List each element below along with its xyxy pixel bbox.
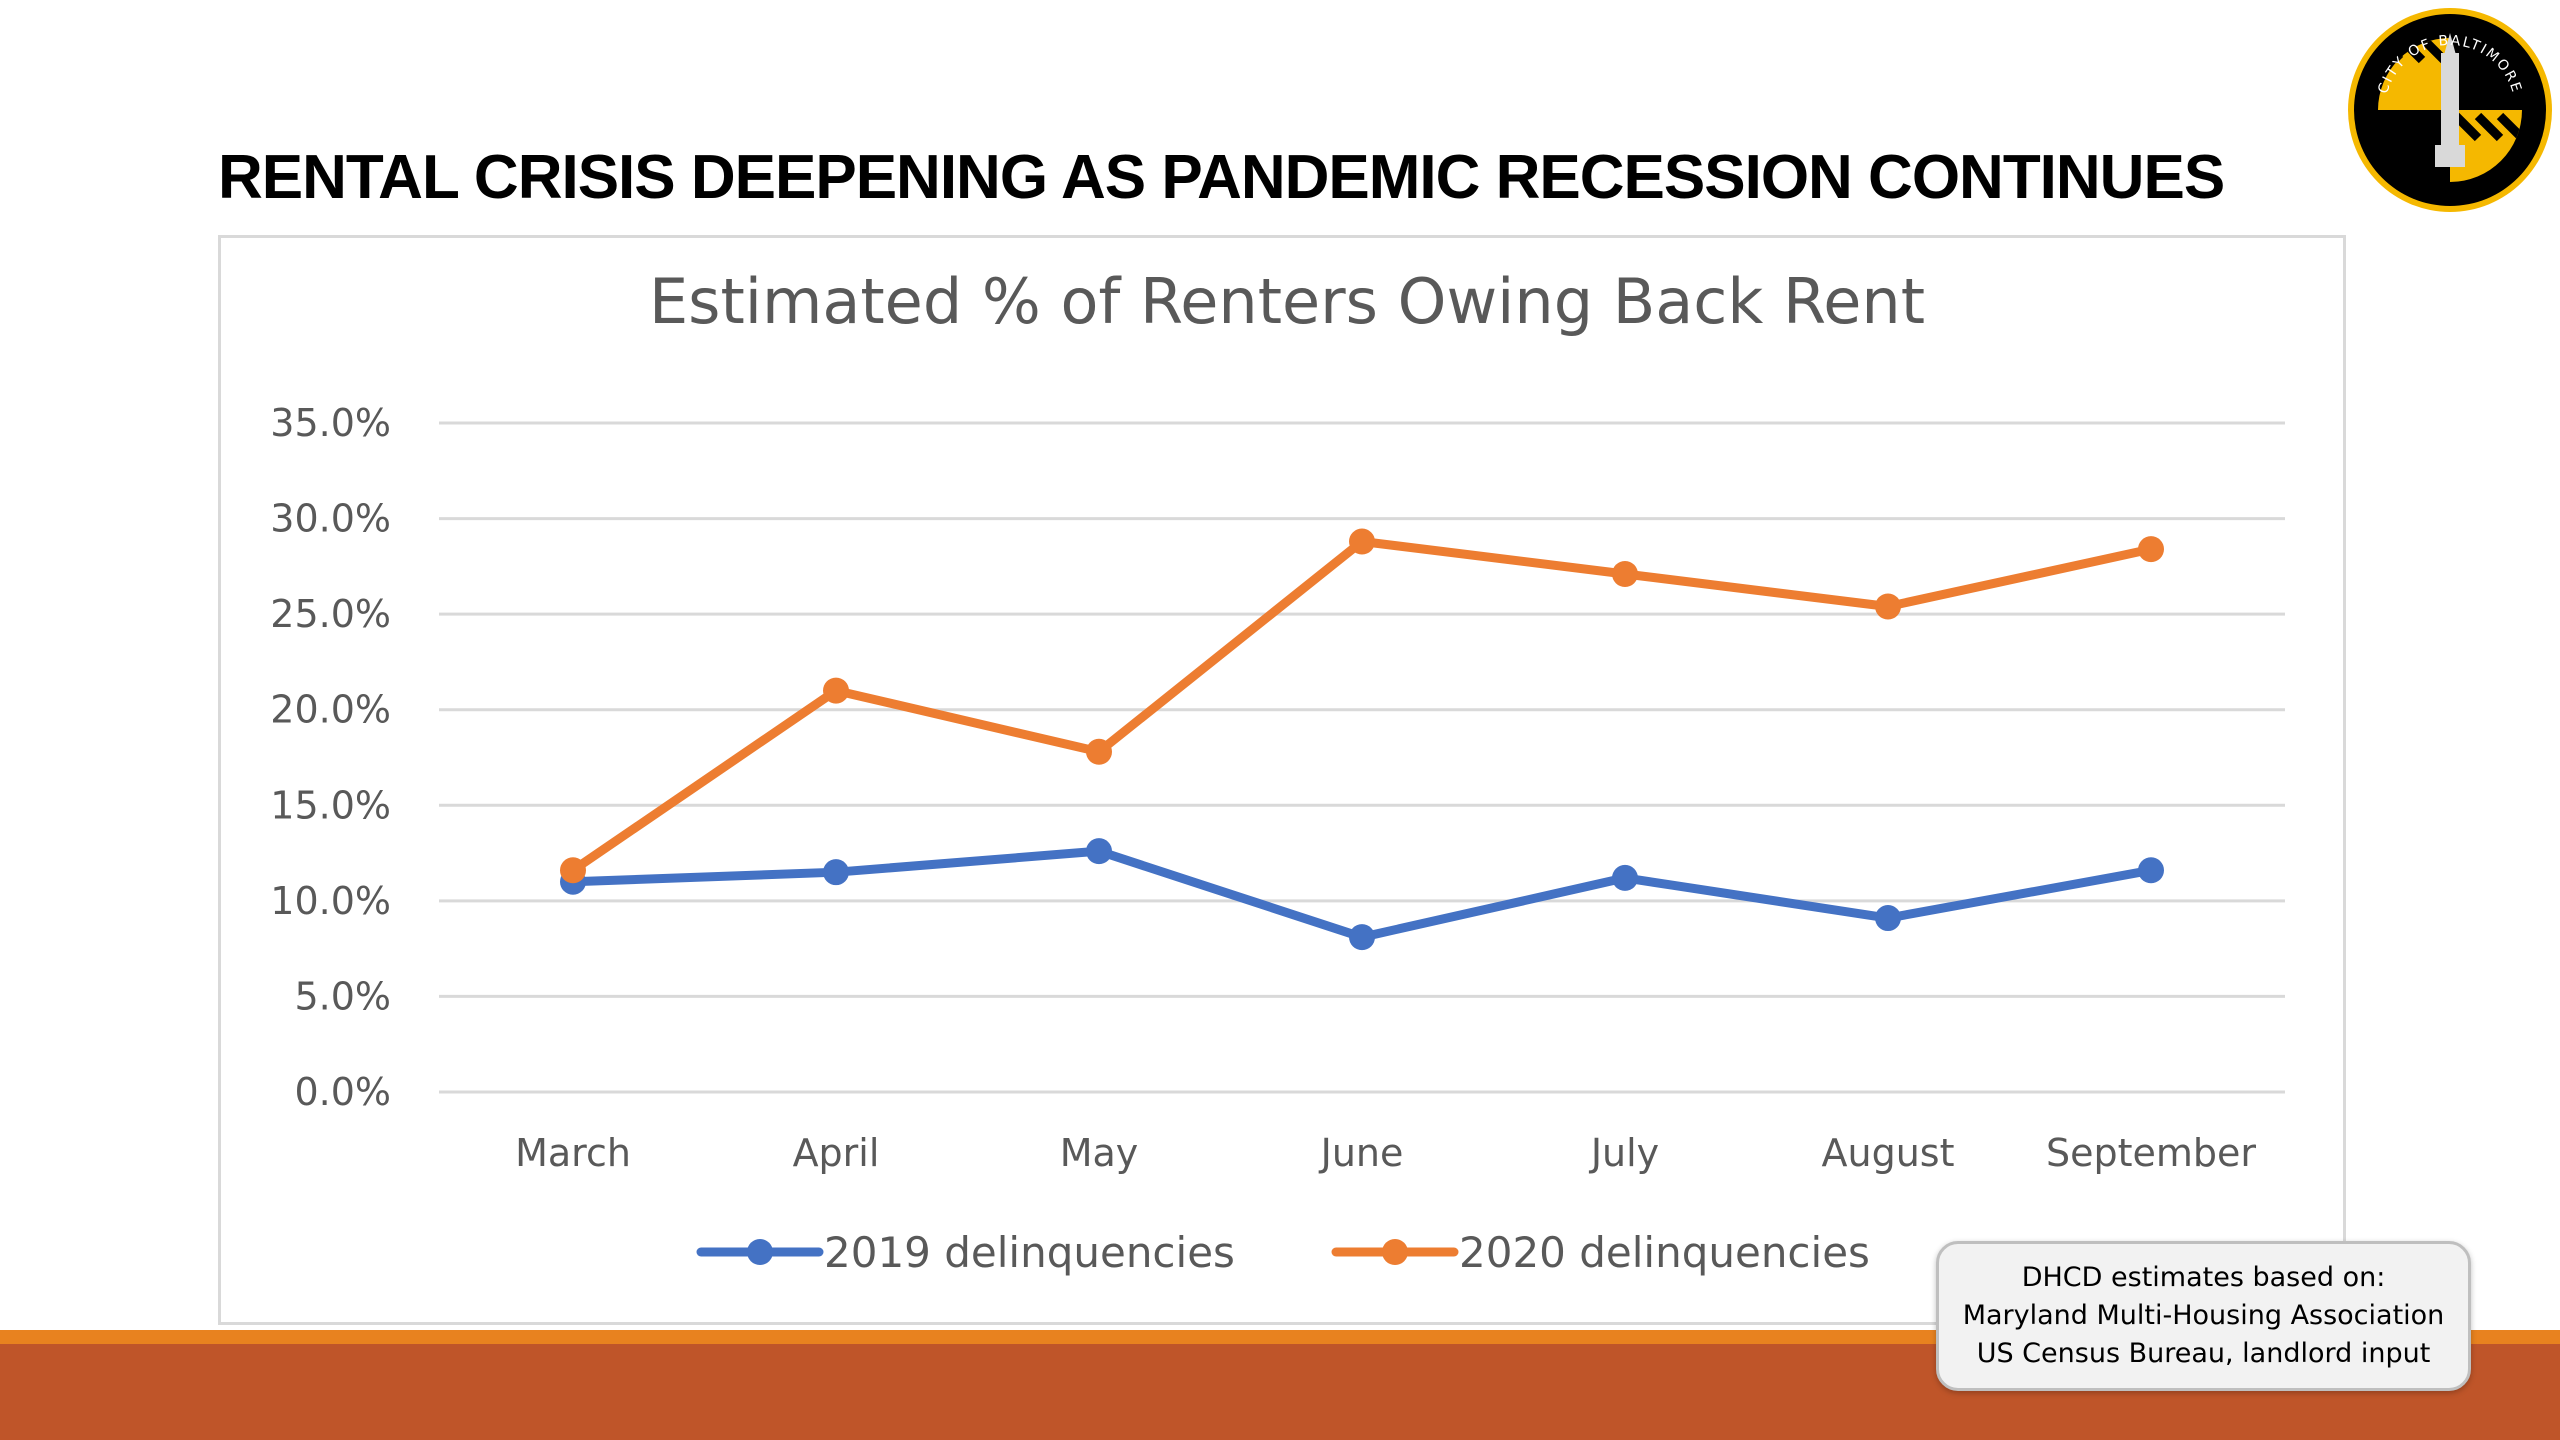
y-tick-label: 20.0% xyxy=(270,688,391,732)
source-note-line: US Census Bureau, landlord input xyxy=(1976,1338,2431,1369)
city-of-baltimore-seal-logo: CITY OF BALTIMORE xyxy=(2348,8,2552,212)
footer-accent-bar xyxy=(0,1330,2560,1344)
legend-swatch-marker xyxy=(1382,1239,1408,1265)
x-tick-label: August xyxy=(1822,1131,1955,1175)
data-point xyxy=(2138,536,2164,563)
gridlines xyxy=(439,421,2285,1094)
data-point xyxy=(1875,905,1901,932)
data-point xyxy=(1875,593,1901,620)
x-tick-label: May xyxy=(1060,1131,1139,1175)
data-point xyxy=(2138,857,2164,884)
x-tick-label: September xyxy=(2046,1131,2256,1175)
y-tick-label: 30.0% xyxy=(270,497,391,541)
y-axis-ticks: 0.0% 5.0% 10.0% 15.0% 20.0% 25.0% 30.0% 35.0% xyxy=(270,401,391,1114)
x-tick-label: April xyxy=(793,1131,880,1175)
source-note-line: Maryland Multi-Housing Association xyxy=(1962,1300,2445,1331)
data-point xyxy=(823,859,849,886)
series-lines xyxy=(560,528,2164,951)
y-tick-label: 5.0% xyxy=(294,974,391,1018)
y-tick-label: 0.0% xyxy=(294,1070,391,1114)
data-point xyxy=(1349,924,1375,951)
chart-title: Estimated % of Renters Owing Back Rent xyxy=(649,265,1925,338)
data-point xyxy=(1086,738,1112,765)
data-point xyxy=(1612,864,1638,891)
source-note: DHCD estimates based on: Maryland Multi-… xyxy=(1936,1241,2471,1391)
chart-frame: Estimated % of Renters Owing Back Rent 0… xyxy=(218,235,2346,1325)
x-tick-label: July xyxy=(1589,1131,1659,1175)
data-point xyxy=(1612,561,1638,588)
data-point xyxy=(823,677,849,704)
legend: 2019 delinquencies 2020 delinquencies xyxy=(696,1228,1870,1277)
x-tick-label: June xyxy=(1319,1131,1404,1175)
y-tick-label: 25.0% xyxy=(270,592,391,636)
legend-swatch-marker xyxy=(747,1239,773,1265)
legend-label: 2020 delinquencies xyxy=(1459,1228,1870,1277)
legend-label: 2019 delinquencies xyxy=(824,1228,1235,1277)
y-tick-label: 15.0% xyxy=(270,783,391,827)
x-tick-label: March xyxy=(515,1131,631,1175)
series-line xyxy=(568,537,2156,875)
data-point xyxy=(1349,528,1375,555)
slide-title: RENTAL CRISIS DEEPENING AS PANDEMIC RECE… xyxy=(218,143,2225,212)
data-point xyxy=(1086,838,1112,865)
line-chart: Estimated % of Renters Owing Back Rent 0… xyxy=(270,265,2285,1277)
y-tick-label: 35.0% xyxy=(270,401,391,445)
y-tick-label: 10.0% xyxy=(270,879,391,923)
data-point xyxy=(560,857,586,884)
source-note-line: DHCD estimates based on: xyxy=(2021,1262,2386,1293)
x-axis-ticks: March April May June July August September xyxy=(515,1131,2256,1175)
